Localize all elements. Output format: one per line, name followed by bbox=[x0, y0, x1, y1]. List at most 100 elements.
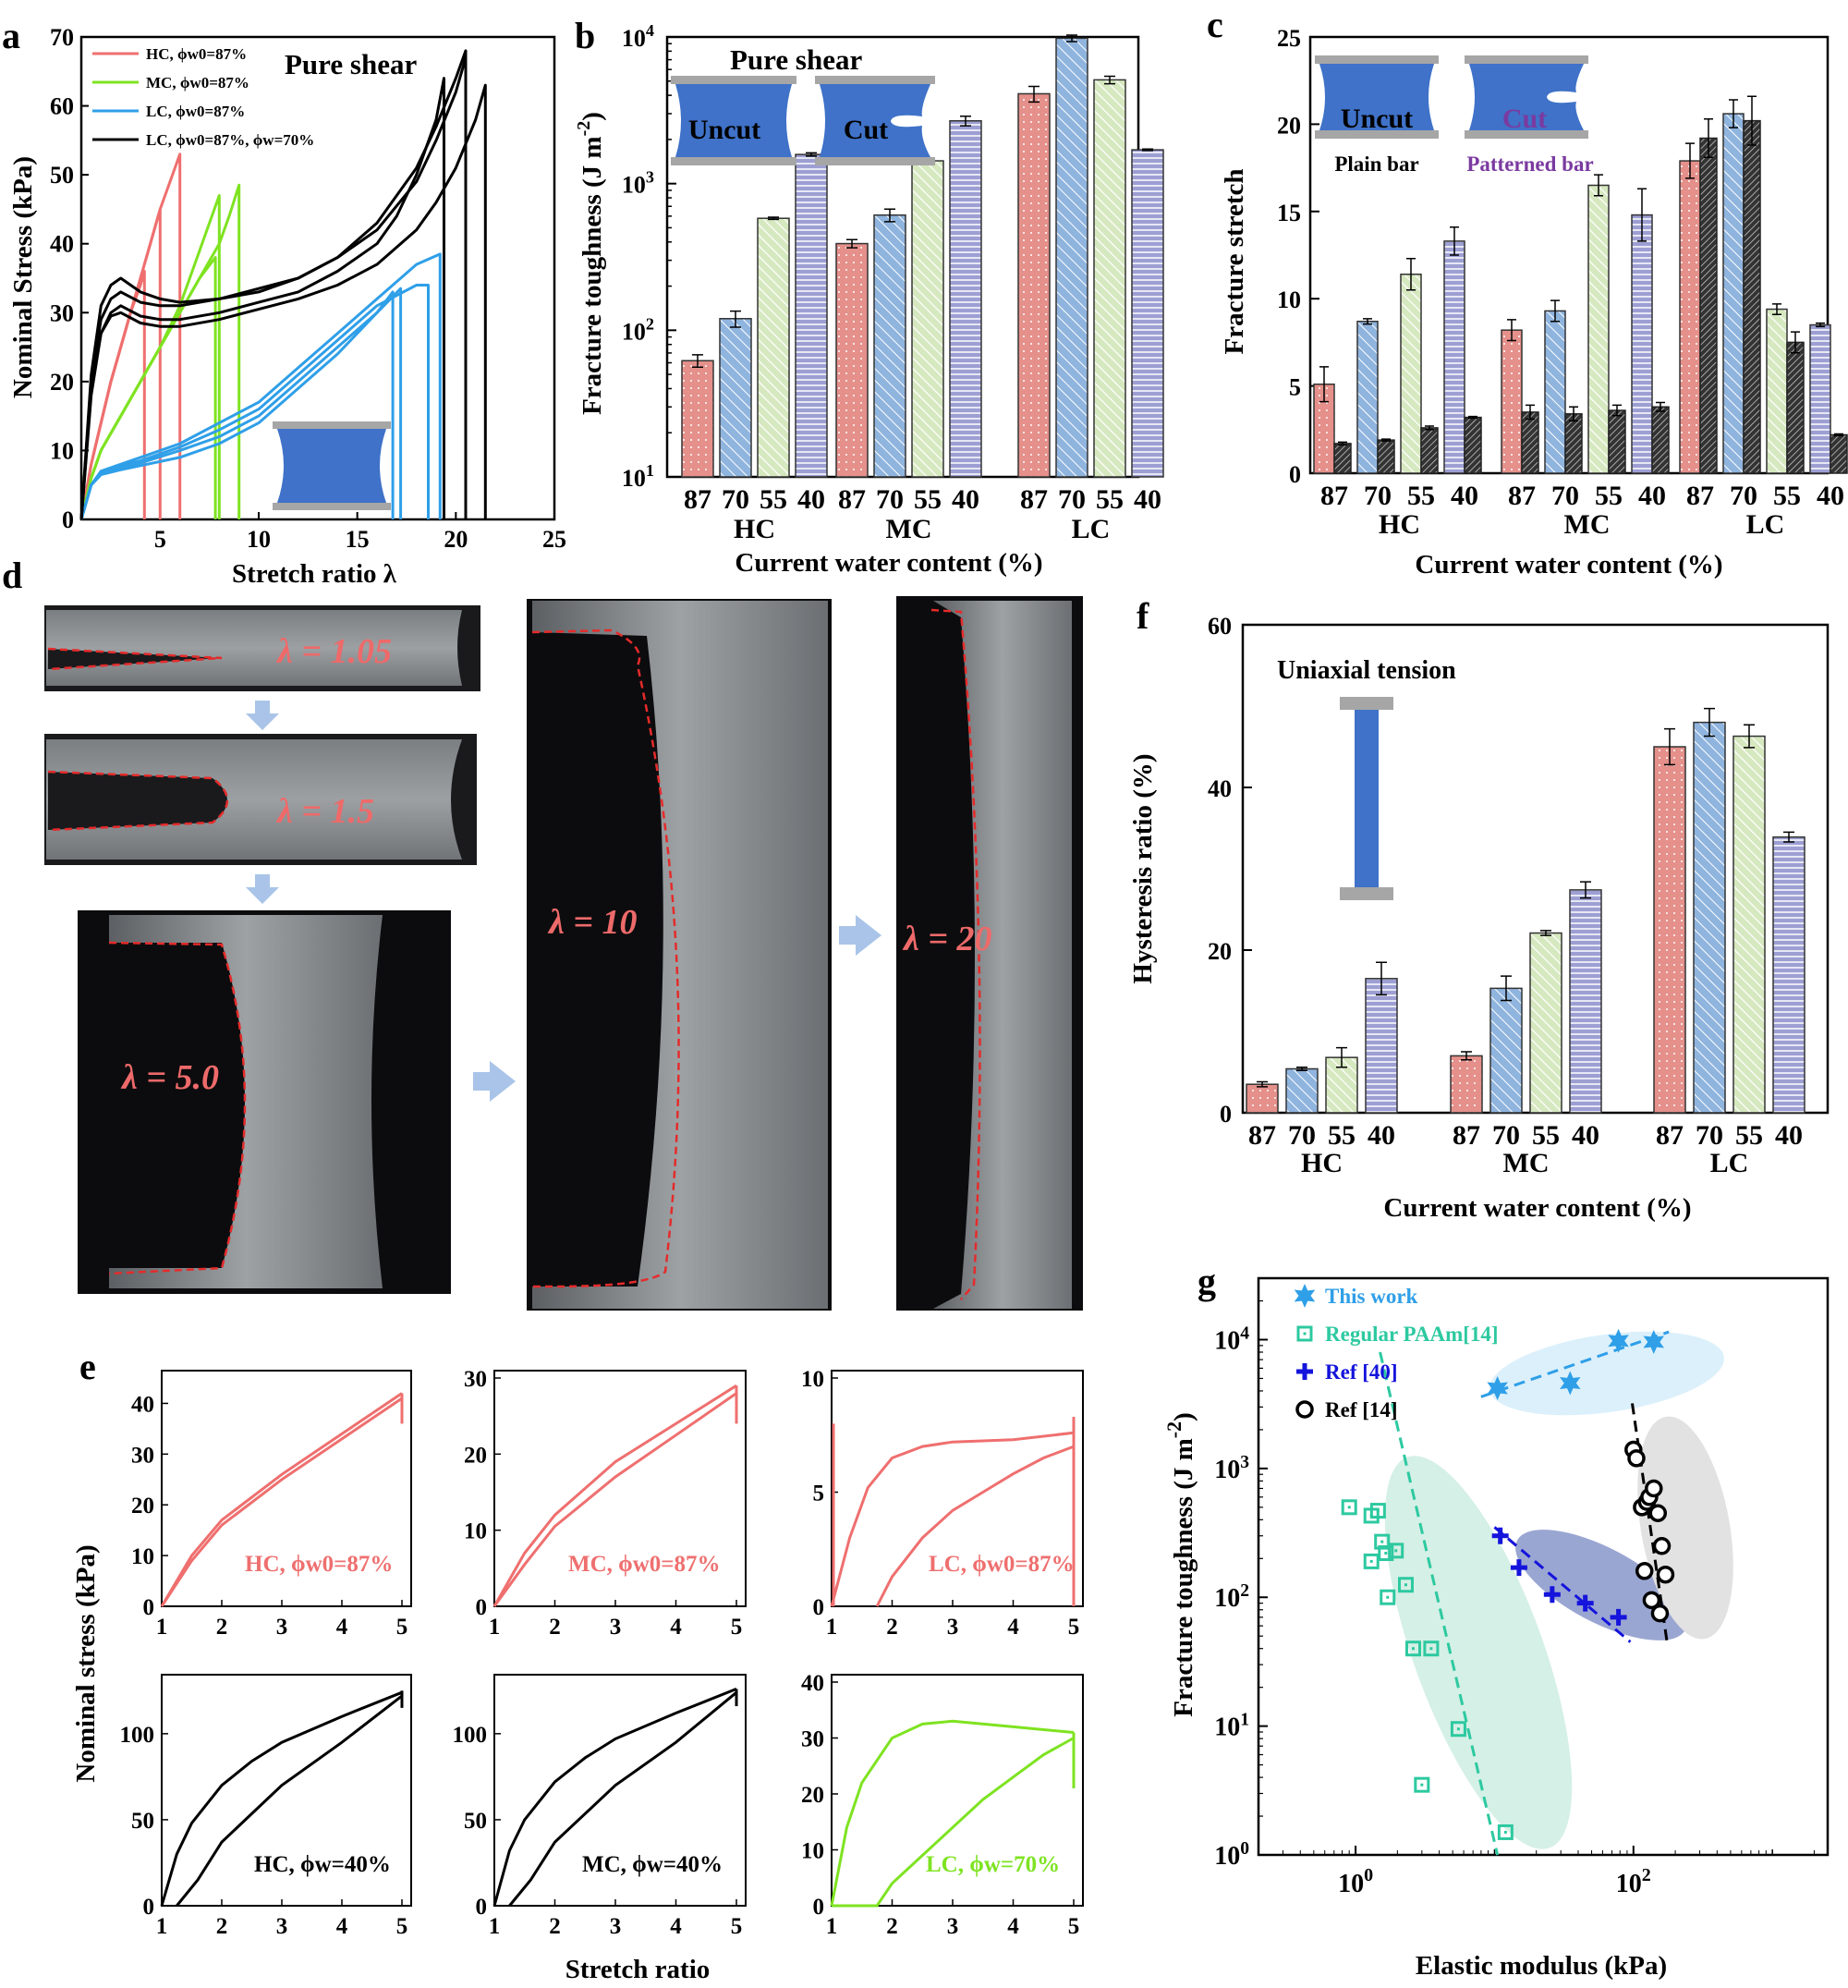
y-tick-label-e: 40 bbox=[131, 1392, 154, 1417]
bar-f-LC-70 bbox=[1693, 721, 1726, 1114]
category-label-f: 87 bbox=[1656, 1120, 1684, 1151]
y-tick-label-g: 104 bbox=[1214, 1323, 1249, 1355]
panel-label-e: e bbox=[79, 1346, 96, 1387]
x-tick-label-e: 3 bbox=[276, 1914, 288, 1939]
error-bar-f bbox=[1461, 1051, 1472, 1061]
y-tick-label-e: 10 bbox=[464, 1519, 487, 1544]
y-tick-label-e: 30 bbox=[131, 1443, 154, 1468]
bar-f-LC-87 bbox=[1653, 746, 1686, 1114]
x-tick-label-e: 3 bbox=[947, 1914, 959, 1939]
point-this-work bbox=[1608, 1328, 1629, 1353]
error-bar-f bbox=[1296, 1066, 1307, 1071]
trend-regular-paam bbox=[1379, 1351, 1500, 1856]
x-axis-label-b: Current water content (%) bbox=[735, 548, 1042, 578]
bar-c-cut-MC-40 bbox=[1651, 406, 1670, 474]
patterned-bar-icon: Cut Patterned bar bbox=[1465, 55, 1594, 176]
subplot-frame-e bbox=[161, 1674, 412, 1907]
x-axis-label-f: Current water content (%) bbox=[1383, 1193, 1691, 1223]
axis-ticks-c: 0 5 10 15 20 25 bbox=[1277, 25, 1319, 488]
uncut-label-c: Uncut bbox=[1341, 104, 1413, 134]
x-tick-label-e: 4 bbox=[1007, 1615, 1019, 1640]
group-label-b: MC bbox=[886, 514, 932, 544]
error-bar-b bbox=[846, 238, 857, 249]
stretch-label-2: λ = 1.5 bbox=[275, 792, 374, 831]
uncut-sample-icon-b: Uncut bbox=[671, 76, 796, 165]
error-bar-c bbox=[1729, 99, 1738, 128]
y-tick-label-e: 50 bbox=[131, 1809, 154, 1834]
point-regular-paam-dot bbox=[1456, 1727, 1460, 1731]
x-tick-label-e: 5 bbox=[731, 1615, 743, 1640]
curve-a-2-3 bbox=[79, 252, 442, 520]
bar-b-HC-40 bbox=[795, 153, 828, 478]
loading-curve-e bbox=[492, 1688, 737, 1907]
point-regular-paam bbox=[1497, 1823, 1514, 1840]
point-ref14 bbox=[1650, 1604, 1670, 1623]
legend-entry-g: Regular PAAm[14] bbox=[1325, 1323, 1499, 1346]
error-bar-b bbox=[1104, 75, 1115, 85]
category-label-c: 87 bbox=[1320, 481, 1348, 511]
caption-patterned-bar: Patterned bar bbox=[1466, 152, 1593, 176]
point-regular-paam-dot bbox=[1394, 1549, 1398, 1553]
bar-f-LC-55 bbox=[1732, 735, 1766, 1114]
error-bar-c bbox=[1816, 322, 1825, 328]
panel-a: a 5 10 15 20 25 0 10 20 30 40 50 60 70 Stretch ratio… bbox=[2, 15, 566, 589]
panel-g: g 100 101 102 103 104 100 102 This work Regular… bbox=[1162, 1261, 1830, 1981]
y-tick-label-a: 40 bbox=[50, 231, 74, 258]
cut-sample-icon-b: Cut bbox=[815, 76, 935, 165]
x-tick-label-e: 3 bbox=[610, 1914, 622, 1939]
y-tick-label-b: 101 bbox=[622, 461, 654, 492]
point-regular-paam bbox=[1397, 1577, 1414, 1593]
group-label-f: HC bbox=[1301, 1148, 1343, 1178]
y-tick-label-e: 0 bbox=[813, 1895, 825, 1920]
error-bar-c bbox=[1569, 406, 1578, 422]
x-tick-label-e: 2 bbox=[216, 1914, 228, 1939]
error-bar-f bbox=[1744, 724, 1755, 749]
error-bar-f bbox=[1580, 881, 1591, 899]
point-ref14 bbox=[1645, 1479, 1663, 1498]
y-tick-label-b: 104 bbox=[622, 21, 654, 52]
error-bar-c bbox=[1747, 95, 1757, 146]
category-label-f: 40 bbox=[1775, 1120, 1803, 1151]
bar-c-uncut-HC-55 bbox=[1400, 274, 1422, 474]
legend-entry-a: LC, ϕw0=87%, ϕw=70% bbox=[146, 131, 314, 149]
bar-f-MC-40 bbox=[1569, 889, 1602, 1114]
curve-a-3-0 bbox=[79, 77, 445, 520]
y-tick-label-a: 10 bbox=[50, 437, 74, 464]
panel-b: b 101 102 103 104 87 70 55 40 HC 87 70 55 40 MC 87 70 5… bbox=[574, 15, 1164, 578]
point-this-work bbox=[1487, 1376, 1508, 1400]
photo-stretch-3: λ = 5.0 bbox=[78, 910, 451, 1294]
bar-b-MC-70 bbox=[873, 213, 906, 478]
point-regular-paam bbox=[1374, 1533, 1391, 1550]
group-label-c: LC bbox=[1746, 509, 1785, 540]
y-axis-label-g: Fracture toughness (J m-2) bbox=[1162, 1412, 1198, 1717]
bar-f-HC-87 bbox=[1246, 1083, 1279, 1114]
unloading-curve-e bbox=[160, 1396, 403, 1607]
category-label-f: 70 bbox=[1492, 1120, 1520, 1151]
subplot-frame-e bbox=[493, 1674, 747, 1907]
x-tick-label-g: 102 bbox=[1616, 1865, 1651, 1898]
category-label-f: 55 bbox=[1532, 1120, 1560, 1151]
error-bar-b bbox=[960, 116, 971, 127]
group-label-f: LC bbox=[1710, 1148, 1749, 1178]
point-regular-paam bbox=[1414, 1776, 1430, 1793]
trend-ref40 bbox=[1493, 1526, 1632, 1643]
caption-e: HC, ϕw0=87% bbox=[245, 1552, 393, 1577]
error-bar-c bbox=[1834, 433, 1843, 437]
stretch-label-3: λ = 5.0 bbox=[120, 1058, 219, 1097]
point-regular-paam bbox=[1388, 1543, 1404, 1559]
category-label-f: 55 bbox=[1328, 1120, 1356, 1151]
error-bar-f bbox=[1336, 1046, 1347, 1068]
y-axis-label-f: Hysteresis ratio (%) bbox=[1128, 753, 1158, 983]
point-ref14 bbox=[1642, 1591, 1661, 1610]
bars-c: 87 70 55 40 HC 87 70 55 40 MC 87 70 55 40 LC bbox=[1313, 95, 1848, 540]
x-tick-label-e: 5 bbox=[396, 1914, 408, 1939]
bar-b-MC-87 bbox=[835, 242, 869, 478]
x-tick-label-g: 100 bbox=[1338, 1865, 1373, 1898]
photo-stretch-1: λ = 1.05 bbox=[44, 605, 480, 691]
arrow-down-1 bbox=[246, 701, 279, 730]
y-tick-label-e: 20 bbox=[801, 1783, 824, 1808]
legend-entry-a: LC, ϕw0=87% bbox=[146, 103, 245, 120]
unloading-curve-e bbox=[832, 1737, 1075, 1908]
y-tick-label-e: 20 bbox=[464, 1443, 487, 1468]
error-bar-c bbox=[1704, 117, 1713, 159]
